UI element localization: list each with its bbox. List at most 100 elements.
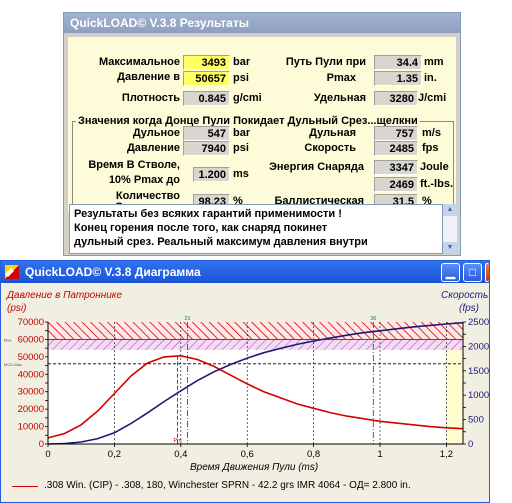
barrel-time-label-2: 10% Pmax до [108, 174, 180, 186]
time-tick-label: 0,4 [174, 449, 187, 460]
scroll-up-icon[interactable]: ▲ [443, 204, 457, 216]
energy-ftlbs-value: 2469 [374, 177, 418, 192]
pressure-tick-label: 60000 [18, 334, 44, 345]
notes-line: Результаты без всяких гарантий применимо… [74, 208, 342, 220]
marker-label-left: 21 [184, 316, 190, 322]
muzzle-velocity-label-2: Скорость [304, 142, 356, 154]
muzzle-pressure-label-1: Дульное [132, 127, 180, 139]
muzzle-values-group-title[interactable]: Значения когда Донце Пули Покидает Дульн… [76, 115, 420, 127]
pressure-velocity-chart: 21 36PmMaxMCD-Max010000200003000040000500… [4, 316, 489, 460]
specific-unit: J/cmi [418, 92, 447, 104]
chart-grid [48, 322, 463, 444]
muzzle-pressure-psi-unit: psi [233, 142, 249, 154]
velocity-tick-label: 1000 [468, 390, 489, 401]
maximize-icon: □ [468, 265, 477, 279]
density-value: 0.845 [183, 91, 230, 106]
marker-label-right: 36 [370, 316, 376, 322]
barrel-time-band [446, 322, 463, 444]
pmax-value: 1.35 [374, 71, 422, 86]
time-tick-label: 1,2 [440, 449, 453, 460]
scroll-down-icon[interactable]: ▼ [443, 242, 457, 254]
energy-label: Энергия Снаряда [269, 161, 364, 173]
bullet-path-unit: mm [424, 56, 444, 68]
muzzle-velocity-label-1: Дульная [309, 127, 356, 139]
results-window-title[interactable]: QuickLOAD© V.3.8 Результаты [64, 13, 460, 33]
barrel-time-label-1: Время В Стволе, [88, 159, 180, 171]
chart-series [47, 321, 464, 445]
pressure-axis-unit: (psi) [7, 303, 27, 314]
pmax-marker-label: Pm [173, 438, 182, 444]
x-axis-label: Время Движения Пули (ms) [190, 462, 319, 473]
muzzle-pressure-bar-value: 547 [183, 126, 230, 141]
mcd-pressure-zone [48, 339, 463, 350]
minimize-button[interactable]: ▁ [441, 263, 460, 282]
velocity-axis-title: Скорость [441, 290, 489, 301]
max-pressure-psi-value: 50657 [183, 71, 230, 86]
pmax-label: Pmax [326, 72, 356, 84]
results-notes[interactable]: Результаты без всяких гарантий применимо… [69, 204, 443, 254]
time-tick-label: 0,6 [241, 449, 254, 460]
velocity-axis-unit: (fps) [459, 303, 479, 314]
chart-ticks: 21 36PmMaxMCD-Max010000200003000040000500… [4, 316, 489, 460]
time-tick-label: 0,2 [108, 449, 121, 460]
max-pressure-label-2: Давление в [117, 71, 180, 83]
muzzle-pressure-bar-unit: bar [233, 127, 251, 139]
muzzle-pressure-psi-value: 7940 [183, 141, 230, 156]
max-pressure-zone [48, 322, 463, 340]
results-panel: Максимальное Давление в 3493 bar 50657 p… [68, 37, 456, 213]
time-tick-label: 0,8 [307, 449, 320, 460]
muzzle-velocity-ms-value: 757 [374, 126, 418, 141]
burnt-label-1: Количество [115, 190, 180, 202]
diagram-window-titlebar[interactable]: QuickLOAD© V.3.8 Диаграмма ▁ □ [1, 261, 489, 283]
max-zone-label: Max [4, 337, 12, 342]
barrel-time-unit: ms [233, 168, 249, 180]
bullet-path-label: Путь Пули при [285, 56, 366, 68]
pressure-curve [47, 354, 464, 439]
quickload-app-icon [5, 265, 19, 279]
notes-scrollbar[interactable]: ▲ ▼ [443, 204, 457, 254]
max-pressure-psi-unit: psi [233, 72, 249, 84]
time-tick-label: 1 [377, 449, 382, 460]
pressure-tick-label: 20000 [18, 404, 44, 415]
density-label: Плотность [121, 92, 180, 104]
results-window: QuickLOAD© V.3.8 Результаты Максимальное… [63, 12, 461, 256]
energy-joule-value: 3347 [374, 160, 418, 175]
maximize-button[interactable]: □ [463, 263, 482, 282]
burnt-unit: % [233, 195, 243, 207]
velocity-tick-label: 2500 [468, 317, 489, 328]
pressure-tick-label: 0 [39, 439, 44, 450]
notes-line: Конец горения после того, как снаряд пок… [74, 222, 328, 234]
pressure-tick-label: 50000 [18, 352, 44, 363]
time-tick-label: 0 [45, 449, 50, 460]
mcd-zone-label: MCD-Max [4, 362, 22, 367]
muzzle-velocity-fps-unit: fps [422, 142, 439, 154]
pressure-tick-label: 70000 [18, 317, 44, 328]
legend-entry: .308 Win. (CIP) - .308, 180, Winchester … [44, 480, 411, 491]
pressure-tick-label: 30000 [18, 387, 44, 398]
ballistic-unit: % [422, 195, 432, 207]
pmax-unit: in. [424, 72, 437, 84]
density-unit: g/cmi [233, 92, 262, 104]
pressure-tick-label: 40000 [18, 369, 44, 380]
notes-line: дульный срез. Реальный максимум давления… [74, 236, 368, 248]
pressure-axis-title: Давление в Патроннике [7, 290, 123, 301]
velocity-tick-label: 0 [468, 439, 473, 450]
minimize-icon: ▁ [445, 265, 456, 279]
muzzle-velocity-fps-value: 2485 [374, 141, 418, 156]
legend-swatch [12, 486, 38, 487]
velocity-tick-label: 500 [468, 415, 484, 426]
energy-joule-unit: Joule [420, 161, 449, 173]
specific-label: Удельная [313, 92, 366, 104]
velocity-curve [47, 321, 464, 445]
max-pressure-bar-unit: bar [233, 56, 251, 68]
energy-ftlbs-unit: ft.-lbs. [420, 178, 453, 190]
specific-value: 3280 [374, 91, 418, 106]
max-pressure-bar-value: 3493 [183, 55, 230, 70]
close-button[interactable] [485, 263, 489, 282]
diagram-window-title: QuickLOAD© V.3.8 Диаграмма [25, 265, 201, 279]
barrel-time-value: 1.200 [193, 167, 230, 182]
bullet-path-value: 34.4 [374, 55, 422, 70]
muzzle-velocity-ms-unit: m/s [422, 127, 441, 139]
velocity-tick-label: 1500 [468, 366, 489, 377]
muzzle-pressure-label-2: Давление [126, 142, 180, 154]
